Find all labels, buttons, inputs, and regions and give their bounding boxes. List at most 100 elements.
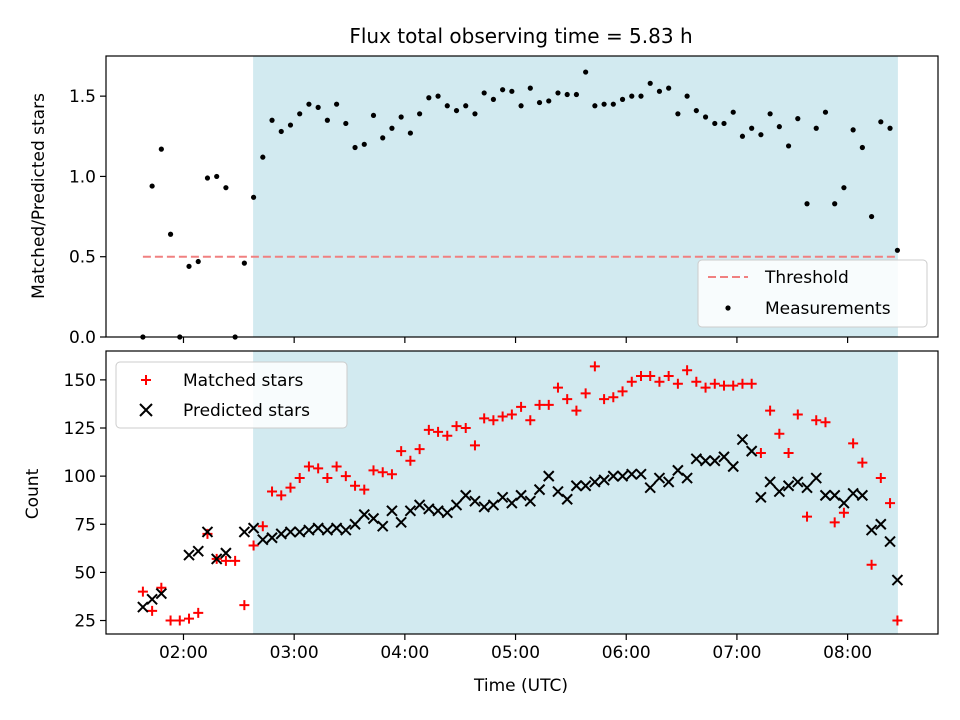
matched-star-point: [340, 471, 351, 482]
measurement-point: [214, 173, 220, 180]
top-y-axis-label: Matched/Predicted stars: [29, 93, 49, 299]
x-tick-label: 04:00: [380, 643, 429, 663]
matched-star-point: [892, 615, 903, 626]
predicted-star-point: [891, 574, 904, 586]
measurement-point: [841, 185, 847, 191]
predicted-star-point: [515, 489, 527, 502]
matched-star-point: [147, 605, 158, 616]
predicted-star-point: [247, 522, 260, 534]
predicted-star-point: [496, 491, 509, 504]
matched-star-point: [267, 486, 278, 497]
legend-predicted-swatch: [139, 403, 153, 417]
measurement-point: [684, 93, 690, 99]
measurement-point: [417, 111, 423, 117]
matched-star-point: [497, 411, 508, 422]
matched-star-point: [792, 409, 803, 420]
matched-star-point: [230, 555, 241, 566]
measurement-point: [647, 80, 653, 86]
shaded-time-span: [253, 350, 898, 635]
matched-star-point: [774, 428, 785, 439]
x-axis-label: Time (UTC): [473, 676, 568, 696]
predicted-star-point: [506, 497, 518, 509]
measurement-point: [472, 111, 478, 117]
predicted-star-point: [340, 524, 352, 536]
matched-star-point: [589, 361, 600, 372]
predicted-star-point: [349, 518, 361, 530]
legend: Matched stars Predicted stars: [115, 361, 348, 429]
matched-star-point: [359, 484, 370, 495]
predicted-star-point: [635, 468, 647, 480]
measurement-point: [287, 122, 294, 128]
measurement-point: [380, 135, 386, 141]
measurement-point: [730, 109, 736, 115]
matched-star-point: [156, 582, 167, 593]
measurement-point: [555, 90, 561, 96]
measurement-point: [158, 146, 164, 152]
matched-star-point: [137, 586, 148, 597]
legend-box: [697, 259, 928, 328]
predicted-star-point: [377, 520, 389, 532]
predicted-star-point: [192, 545, 204, 557]
predicted-star-point: [589, 476, 601, 488]
measurement-point: [398, 114, 404, 120]
predicted-star-point: [358, 508, 370, 521]
predicted-star-point: [220, 547, 232, 559]
matched-star-point: [875, 473, 886, 484]
measurement-point: [776, 124, 782, 130]
matched-star-point: [848, 438, 859, 449]
predicted-star-point: [423, 503, 435, 515]
measurement-point: [702, 114, 709, 120]
matched-star-point: [682, 365, 693, 376]
matched-star-point: [866, 559, 877, 570]
measurement-point: [564, 91, 570, 98]
predicted-star-point: [487, 499, 500, 511]
matched-star-point: [755, 448, 766, 459]
measurement-point: [490, 96, 497, 102]
measurement-point: [444, 103, 450, 109]
matched-star-point: [783, 448, 794, 459]
matched-star-point: [728, 380, 739, 391]
matched-star-point: [294, 473, 305, 484]
predicted-star-point: [709, 455, 721, 467]
x-tick-label: 05:00: [491, 643, 540, 663]
matched-star-point: [377, 467, 388, 478]
measurement-point: [693, 107, 699, 114]
predicted-star-point: [533, 483, 546, 496]
predicted-star-point: [330, 522, 343, 534]
measurement-point: [333, 101, 340, 107]
measurement-point: [868, 213, 875, 220]
matched-star-point: [654, 376, 665, 387]
predicted-star-point: [386, 505, 398, 517]
matched-star-point: [571, 405, 582, 416]
predicted-star-point: [810, 472, 822, 484]
legend-measurements-swatch: [725, 305, 731, 311]
measurement-point: [894, 247, 901, 253]
measurement-point: [509, 88, 515, 94]
matched-star-point: [368, 465, 379, 476]
axes-frame: [105, 350, 939, 635]
legend-matched-label: Matched stars: [183, 371, 303, 391]
matched-star-point: [423, 424, 434, 435]
predicted-star-point: [441, 507, 453, 519]
matched-star-point: [469, 440, 480, 451]
predicted-star-point: [782, 480, 795, 492]
matched-star-point: [220, 555, 231, 566]
matched-star-point: [534, 399, 545, 410]
measurement-point: [813, 125, 819, 131]
predicted-star-point: [865, 524, 878, 536]
predicted-star-point: [856, 489, 869, 502]
matched-star-point: [543, 399, 554, 410]
matched-star-point: [719, 380, 730, 391]
matched-star-point: [838, 507, 849, 518]
predicted-star-point: [764, 476, 776, 488]
measurement-point: [822, 109, 829, 115]
y-tick-label: 100: [64, 467, 96, 487]
predicted-star-point: [607, 470, 620, 482]
predicted-star-point: [884, 535, 896, 548]
measurement-point: [297, 111, 303, 117]
matched-star-point: [516, 401, 527, 412]
measurement-point: [601, 101, 607, 107]
predicted-star-point: [570, 480, 583, 492]
measurement-point: [370, 112, 377, 119]
measurement-point: [878, 119, 884, 125]
